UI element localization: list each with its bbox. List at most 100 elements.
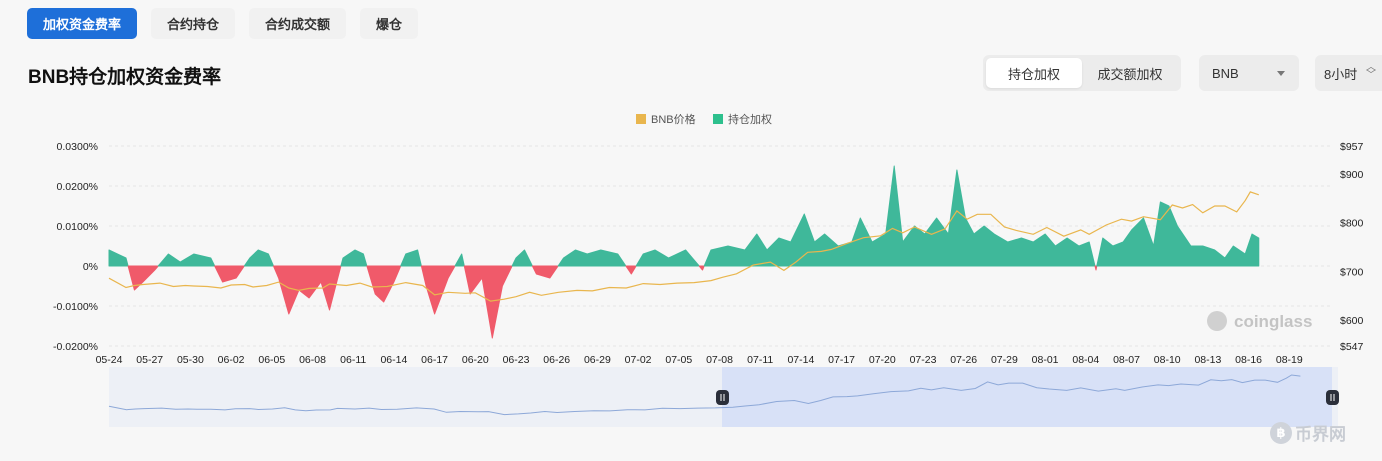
x-tick-label: 08-01 xyxy=(1032,354,1059,366)
toggle-oi-weighted[interactable]: 持仓加权 xyxy=(986,58,1082,88)
x-tick-label: 07-08 xyxy=(706,354,733,366)
x-tick-label: 06-29 xyxy=(584,354,611,366)
x-tick-label: 07-14 xyxy=(787,354,814,366)
y-axis-left: 0.0300% 0.0200% 0.0100% 0% -0.0100% -0.0200% xyxy=(53,141,98,353)
funding-negative-area xyxy=(214,265,245,283)
tab-weighted-funding-rate[interactable]: 加权资金费率 xyxy=(27,8,138,39)
funding-positive-area xyxy=(108,249,129,267)
tab-bar: 加权资金费率 合约持仓 合约成交额 爆仓 xyxy=(27,8,419,39)
x-tick-label: 08-04 xyxy=(1072,354,1099,366)
x-tick-label: 05-24 xyxy=(96,354,123,366)
x-tick-label: 07-17 xyxy=(828,354,855,366)
legend-oi-swatch xyxy=(713,114,723,124)
funding-negative-area xyxy=(366,265,402,303)
x-tick-label: 07-11 xyxy=(747,354,773,366)
funding-positive-area xyxy=(635,249,700,267)
funding-negative-area xyxy=(420,265,456,315)
range-navigator xyxy=(108,367,1339,427)
y-left-tick-label: 0.0300% xyxy=(57,141,98,153)
funding-positive-area xyxy=(340,249,368,267)
y-right-tick-label: $547 xyxy=(1340,341,1364,353)
x-tick-label: 05-30 xyxy=(177,354,204,366)
interval-select-value: 8小时 xyxy=(1324,66,1358,82)
funding-negative-area xyxy=(531,265,559,279)
funding-negative-area xyxy=(625,265,637,275)
y-right-tick-label: $700 xyxy=(1340,266,1364,278)
funding-positive-area xyxy=(400,249,422,267)
tab-volume[interactable]: 合约成交额 xyxy=(249,8,347,39)
y-left-tick-label: 0.0100% xyxy=(57,221,98,233)
coinglass-logo-icon xyxy=(1207,311,1227,331)
y-left-tick-label: -0.0100% xyxy=(53,301,98,313)
toggle-volume-weighted[interactable]: 成交额加权 xyxy=(1097,66,1163,82)
x-tick-label: 08-13 xyxy=(1194,354,1221,366)
navigator-handle-left[interactable] xyxy=(716,390,729,405)
x-tick-label: 08-19 xyxy=(1276,354,1303,366)
x-tick-label: 06-17 xyxy=(421,354,448,366)
x-tick-label: 07-23 xyxy=(910,354,937,366)
x-tick-label: 06-23 xyxy=(503,354,530,366)
symbol-select[interactable]: BNB xyxy=(1199,55,1299,91)
caret-down-icon xyxy=(1277,71,1285,76)
legend-price-label[interactable]: BNB价格 xyxy=(651,112,696,126)
funding-positive-area xyxy=(243,249,274,267)
y-right-tick-label: $957 xyxy=(1340,141,1364,153)
y-right-tick-label: $800 xyxy=(1340,218,1364,230)
x-tick-label: 06-02 xyxy=(218,354,245,366)
x-tick-label: 06-26 xyxy=(543,354,570,366)
bnb-price-line xyxy=(108,191,1259,302)
brand-logo-icon: ฿ xyxy=(1270,421,1292,444)
y-left-tick-label: 0% xyxy=(83,261,98,273)
x-tick-label: 06-20 xyxy=(462,354,489,366)
corner-brand: ฿ 币界网 xyxy=(1270,420,1346,445)
x-tick-label: 06-08 xyxy=(299,354,326,366)
y-axis-right: $957 $900 $800 $700 $600 $547 xyxy=(1340,141,1364,353)
x-tick-label: 06-05 xyxy=(258,354,285,366)
price-line-layer xyxy=(108,191,1259,302)
tab-open-interest[interactable]: 合约持仓 xyxy=(151,8,236,39)
navigator-handle-right[interactable] xyxy=(1326,390,1339,405)
symbol-select-value: BNB xyxy=(1212,65,1239,81)
navigator-price-line xyxy=(108,374,1301,416)
funding-rate-chart: BNB价格 持仓加权 0.0300% 0.0200% 0.0100% 0% -0.010… xyxy=(53,112,1364,427)
funding-negative-area xyxy=(698,265,705,271)
funding-rate-area xyxy=(108,165,1260,339)
weighting-toggle: 持仓加权 成交额加权 xyxy=(983,55,1181,91)
up-down-arrows-icon: ︿ ﹀ xyxy=(1366,62,1376,81)
page-title: BNB持仓加权资金费率 xyxy=(28,67,222,88)
brand-text: 币界网 xyxy=(1295,425,1346,444)
y-left-tick-label: -0.0200% xyxy=(53,341,98,353)
y-left-tick-label: 0.0200% xyxy=(57,181,98,193)
interval-select[interactable]: 8小时 ︿ ﹀ xyxy=(1315,55,1382,91)
x-tick-label: 08-10 xyxy=(1154,354,1181,366)
legend-oi-label[interactable]: 持仓加权 xyxy=(728,112,772,126)
tab-liquidations[interactable]: 爆仓 xyxy=(360,8,419,39)
y-right-tick-label: $900 xyxy=(1340,169,1364,181)
funding-positive-area xyxy=(703,165,1096,267)
navigator-selection[interactable] xyxy=(722,367,1332,427)
funding-positive-area xyxy=(1096,201,1260,267)
funding-negative-area xyxy=(273,265,342,315)
funding-negative-area xyxy=(1094,265,1098,271)
funding-positive-area xyxy=(557,249,627,267)
x-tick-label: 06-11 xyxy=(340,354,366,366)
x-tick-label: 07-05 xyxy=(665,354,692,366)
x-tick-label: 07-20 xyxy=(869,354,896,366)
chart-legend: BNB价格 持仓加权 xyxy=(636,112,772,126)
funding-positive-area xyxy=(454,253,465,267)
x-tick-label: 07-02 xyxy=(625,354,652,366)
funding-positive-area xyxy=(157,253,216,267)
x-tick-label: 08-07 xyxy=(1113,354,1140,366)
coinglass-watermark: coinglass xyxy=(1207,311,1312,331)
watermark-text: coinglass xyxy=(1234,312,1312,331)
x-tick-label: 07-29 xyxy=(991,354,1018,366)
funding-positive-area xyxy=(511,249,533,267)
legend-price-swatch xyxy=(636,114,646,124)
x-tick-label: 05-27 xyxy=(136,354,163,366)
y-right-tick-label: $600 xyxy=(1340,315,1364,327)
x-tick-label: 06-14 xyxy=(380,354,407,366)
x-tick-label: 07-26 xyxy=(950,354,977,366)
x-axis: 05-24 05-27 05-30 06-02 06-05 06-08 06-11 06-14… xyxy=(96,354,1303,366)
funding-negative-area xyxy=(463,265,513,339)
x-tick-label: 08-16 xyxy=(1235,354,1262,366)
